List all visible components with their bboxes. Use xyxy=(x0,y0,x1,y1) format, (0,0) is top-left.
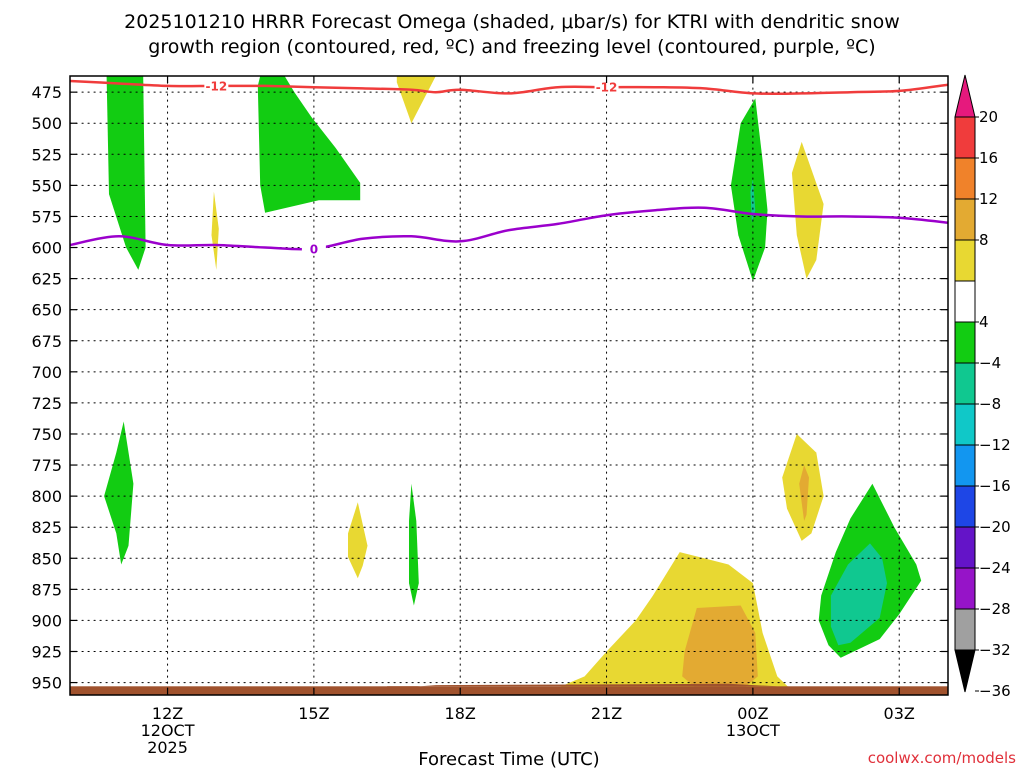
y-tick-label: 650 xyxy=(31,301,62,320)
colorbar-label: 4 xyxy=(979,313,989,331)
y-tick-label: 575 xyxy=(31,207,62,226)
freezing-level-contour-label-bg xyxy=(301,241,326,256)
chart-title-line2: growth region (contoured, red, ºC) and f… xyxy=(148,36,875,58)
colorbar-band xyxy=(954,403,976,446)
y-tick-label: 925 xyxy=(31,642,62,661)
dendritic-minus12-contour-label: -12 xyxy=(596,81,618,95)
omega-region-green-sliver-17z-lower xyxy=(409,483,419,606)
credit-text: coolwx.com/models xyxy=(868,749,1016,767)
colorbar-label: −4 xyxy=(979,354,1001,372)
y-tick-label: 800 xyxy=(31,487,62,506)
omega-region-yellow-sliver-17z xyxy=(396,76,436,124)
omega-region-orange-core-01z xyxy=(799,465,809,521)
colorbar-band xyxy=(954,362,976,405)
colorbar-band xyxy=(954,198,976,241)
colorbar-band xyxy=(954,485,976,528)
omega-region-orange-region-low-levels xyxy=(682,605,758,689)
colorbar-label: −36 xyxy=(979,682,1011,700)
y-tick-label: 900 xyxy=(31,611,62,630)
omega-region-green-block-14z xyxy=(257,76,361,213)
colorbar-band xyxy=(954,116,976,159)
plot-area xyxy=(70,76,948,695)
y-tick-label: 700 xyxy=(31,363,62,382)
x-axis-label: Forecast Time (UTC) xyxy=(418,749,599,768)
colorbar-band xyxy=(954,526,976,569)
freezing-level-contour-label: 0 xyxy=(310,242,318,256)
colorbar-label: 20 xyxy=(979,108,998,126)
colorbar-under-arrow xyxy=(954,649,976,693)
x-tick-date: 13OCT xyxy=(726,721,780,740)
x-tick-label: 15Z xyxy=(298,704,329,723)
dendritic-minus12-contour-label: -12 xyxy=(205,79,227,93)
y-tick-label: 725 xyxy=(31,394,62,413)
colorbar-label: 8 xyxy=(979,231,989,249)
chart-title-line1: 2025101210 HRRR Forecast Omega (shaded, … xyxy=(124,11,900,33)
y-tick-label: 550 xyxy=(31,176,62,195)
y-tick-label: 625 xyxy=(31,270,62,289)
colorbar-label: −24 xyxy=(979,559,1011,577)
colorbar-label: −12 xyxy=(979,436,1011,454)
omega-region-green-column-00z xyxy=(730,98,768,282)
x-tick-label: 18Z xyxy=(445,704,476,723)
colorbar-label: −16 xyxy=(979,477,1011,495)
omega-region-green-column-11z xyxy=(106,76,146,270)
colorbar-band xyxy=(954,239,976,282)
y-tick-label: 825 xyxy=(31,518,62,537)
freezing-level-contour xyxy=(70,206,948,251)
colorbar-band xyxy=(954,608,976,651)
x-tick-label: 00Z xyxy=(737,704,768,723)
plot-content: -12 -12 0 xyxy=(70,76,948,695)
colorbar-band xyxy=(954,321,976,364)
omega-region-teal-core-00z xyxy=(750,179,756,223)
x-tick-date: 12OCT xyxy=(141,721,195,740)
x-tick-label: 21Z xyxy=(591,704,622,723)
colorbar-label: −8 xyxy=(979,395,1001,413)
x-tick-year: 2025 xyxy=(147,738,188,757)
colorbar-band xyxy=(954,280,976,323)
y-tick-label: 500 xyxy=(31,114,62,133)
y-tick-label: 950 xyxy=(31,674,62,693)
terrain-strip xyxy=(70,686,948,695)
plot-border xyxy=(69,75,949,696)
omega-region-yellow-blob-16z xyxy=(348,502,368,579)
omega-region-yellow-sliver-13z xyxy=(211,191,219,270)
colorbar-over-arrow xyxy=(954,74,976,118)
colorbar-label: −28 xyxy=(979,600,1011,618)
colorbar-label: −20 xyxy=(979,518,1011,536)
y-tick-label: 475 xyxy=(31,83,62,102)
dendritic-minus12-contour-label-bg xyxy=(594,80,619,95)
colorbar-band xyxy=(954,444,976,487)
y-tick-label: 750 xyxy=(31,425,62,444)
x-tick-label: 03Z xyxy=(884,704,915,723)
y-tick-label: 525 xyxy=(31,145,62,164)
colorbar-label: 16 xyxy=(979,149,998,167)
y-tick-label: 600 xyxy=(31,239,62,258)
colorbar-label: −32 xyxy=(979,641,1011,659)
terrain-hump xyxy=(387,683,778,689)
y-tick-label: 675 xyxy=(31,332,62,351)
x-tick-label: 12Z xyxy=(152,704,183,723)
colorbar-band xyxy=(954,157,976,200)
y-tick-label: 775 xyxy=(31,456,62,475)
colorbar-label: 12 xyxy=(979,190,998,208)
omega-region-yellow-column-01z xyxy=(791,141,824,279)
y-tick-label: 875 xyxy=(31,580,62,599)
colorbar-band xyxy=(954,567,976,610)
dendritic-minus12-contour-label-bg xyxy=(204,78,229,93)
y-tick-label: 850 xyxy=(31,549,62,568)
omega-region-green-blob-11z-lower xyxy=(104,421,134,565)
omega-region-teal-region-02z xyxy=(830,543,887,646)
